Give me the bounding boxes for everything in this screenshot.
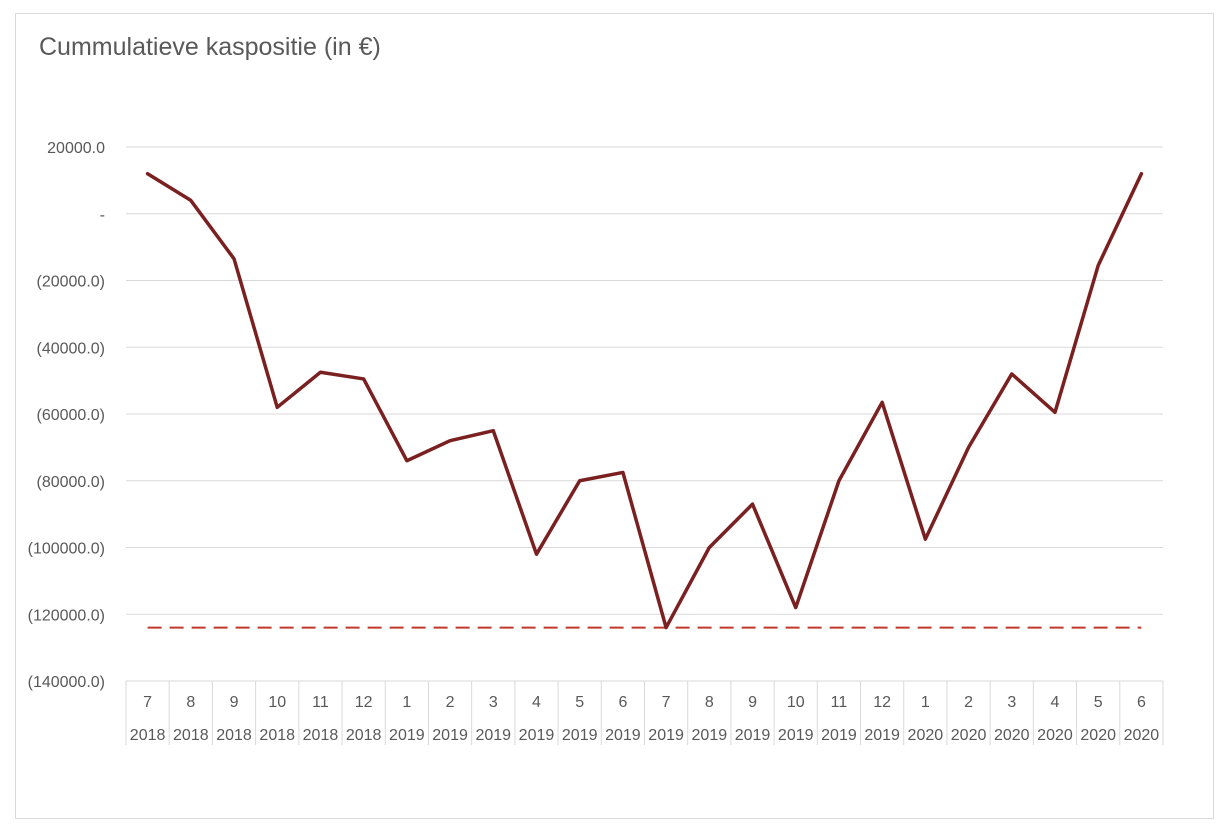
x-tick-year: 2019: [605, 727, 641, 744]
x-tick-year: 2018: [130, 727, 166, 744]
x-tick-year: 2019: [475, 727, 511, 744]
series-line: [145, 171, 1144, 630]
x-tick-month: 6: [618, 694, 627, 711]
x-tick-month: 7: [662, 694, 671, 711]
x-tick-month: 4: [532, 694, 541, 711]
x-tick-year: 2018: [346, 727, 382, 744]
x-tick-month: 7: [143, 694, 152, 711]
x-axis-table: 7201882018920181020181120181220181201922…: [125, 680, 1164, 745]
y-tick-label: (60000.0): [37, 407, 106, 424]
y-tick-label: (140000.0): [28, 674, 105, 691]
x-tick-month: 4: [1051, 694, 1060, 711]
y-tick-label: (40000.0): [37, 340, 106, 357]
y-tick-label: 20000.0: [47, 140, 105, 157]
x-tick-month: 12: [873, 694, 891, 711]
x-tick-month: 5: [1094, 694, 1103, 711]
x-tick-year: 2018: [216, 727, 252, 744]
x-tick-month: 3: [1007, 694, 1016, 711]
x-tick-month: 5: [575, 694, 584, 711]
x-tick-year: 2019: [778, 727, 814, 744]
x-tick-month: 10: [268, 694, 286, 711]
x-tick-month: 10: [787, 694, 805, 711]
y-tick-label: (80000.0): [37, 474, 106, 491]
x-tick-year: 2018: [303, 727, 339, 744]
x-tick-year: 2020: [994, 727, 1030, 744]
x-tick-year: 2020: [1124, 727, 1160, 744]
series-group: [145, 171, 1144, 630]
y-axis-ticks: 20000.0 - (20000.0) (40000.0) (60000.0) (8000…: [28, 140, 105, 691]
x-tick-year: 2019: [864, 727, 900, 744]
x-tick-month: 9: [230, 694, 239, 711]
x-tick-year: 2019: [735, 727, 771, 744]
x-tick-year: 2019: [648, 727, 684, 744]
x-tick-month: 11: [831, 694, 848, 711]
x-tick-year: 2018: [173, 727, 209, 744]
x-tick-year: 2020: [1080, 727, 1116, 744]
x-tick-month: 2: [446, 694, 455, 711]
y-tick-label: -: [100, 207, 105, 224]
x-tick-month: 11: [312, 694, 329, 711]
x-tick-month: 2: [964, 694, 973, 711]
x-tick-month: 8: [705, 694, 714, 711]
x-tick-month: 1: [402, 694, 411, 711]
x-tick-year: 2019: [432, 727, 468, 744]
y-tick-label: (120000.0): [28, 607, 105, 624]
x-tick-year: 2020: [1037, 727, 1073, 744]
x-tick-month: 9: [748, 694, 757, 711]
x-tick-year: 2019: [692, 727, 728, 744]
x-tick-year: 2019: [562, 727, 598, 744]
x-tick-month: 12: [355, 694, 373, 711]
x-tick-year: 2019: [519, 727, 555, 744]
x-tick-month: 8: [186, 694, 195, 711]
x-tick-year: 2020: [908, 727, 944, 744]
x-tick-month: 1: [921, 694, 930, 711]
x-tick-month: 3: [489, 694, 498, 711]
x-tick-year: 2020: [951, 727, 987, 744]
chart-title: Cummulatieve kaspositie (in €): [39, 33, 381, 61]
y-tick-label: (100000.0): [28, 541, 105, 558]
x-tick-year: 2019: [389, 727, 425, 744]
x-tick-year: 2019: [821, 727, 857, 744]
x-tick-month: 6: [1137, 694, 1146, 711]
x-tick-year: 2018: [259, 727, 295, 744]
y-tick-label: (20000.0): [37, 274, 106, 291]
